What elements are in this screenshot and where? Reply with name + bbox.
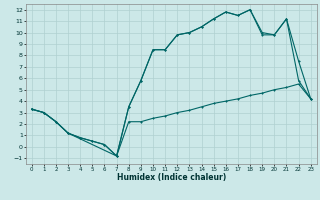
- X-axis label: Humidex (Indice chaleur): Humidex (Indice chaleur): [116, 173, 226, 182]
